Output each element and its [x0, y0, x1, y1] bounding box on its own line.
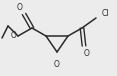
Text: O: O — [54, 60, 60, 69]
Text: Cl: Cl — [102, 10, 110, 18]
Text: O: O — [11, 31, 17, 41]
Text: O: O — [17, 3, 23, 12]
Text: O: O — [84, 48, 90, 58]
